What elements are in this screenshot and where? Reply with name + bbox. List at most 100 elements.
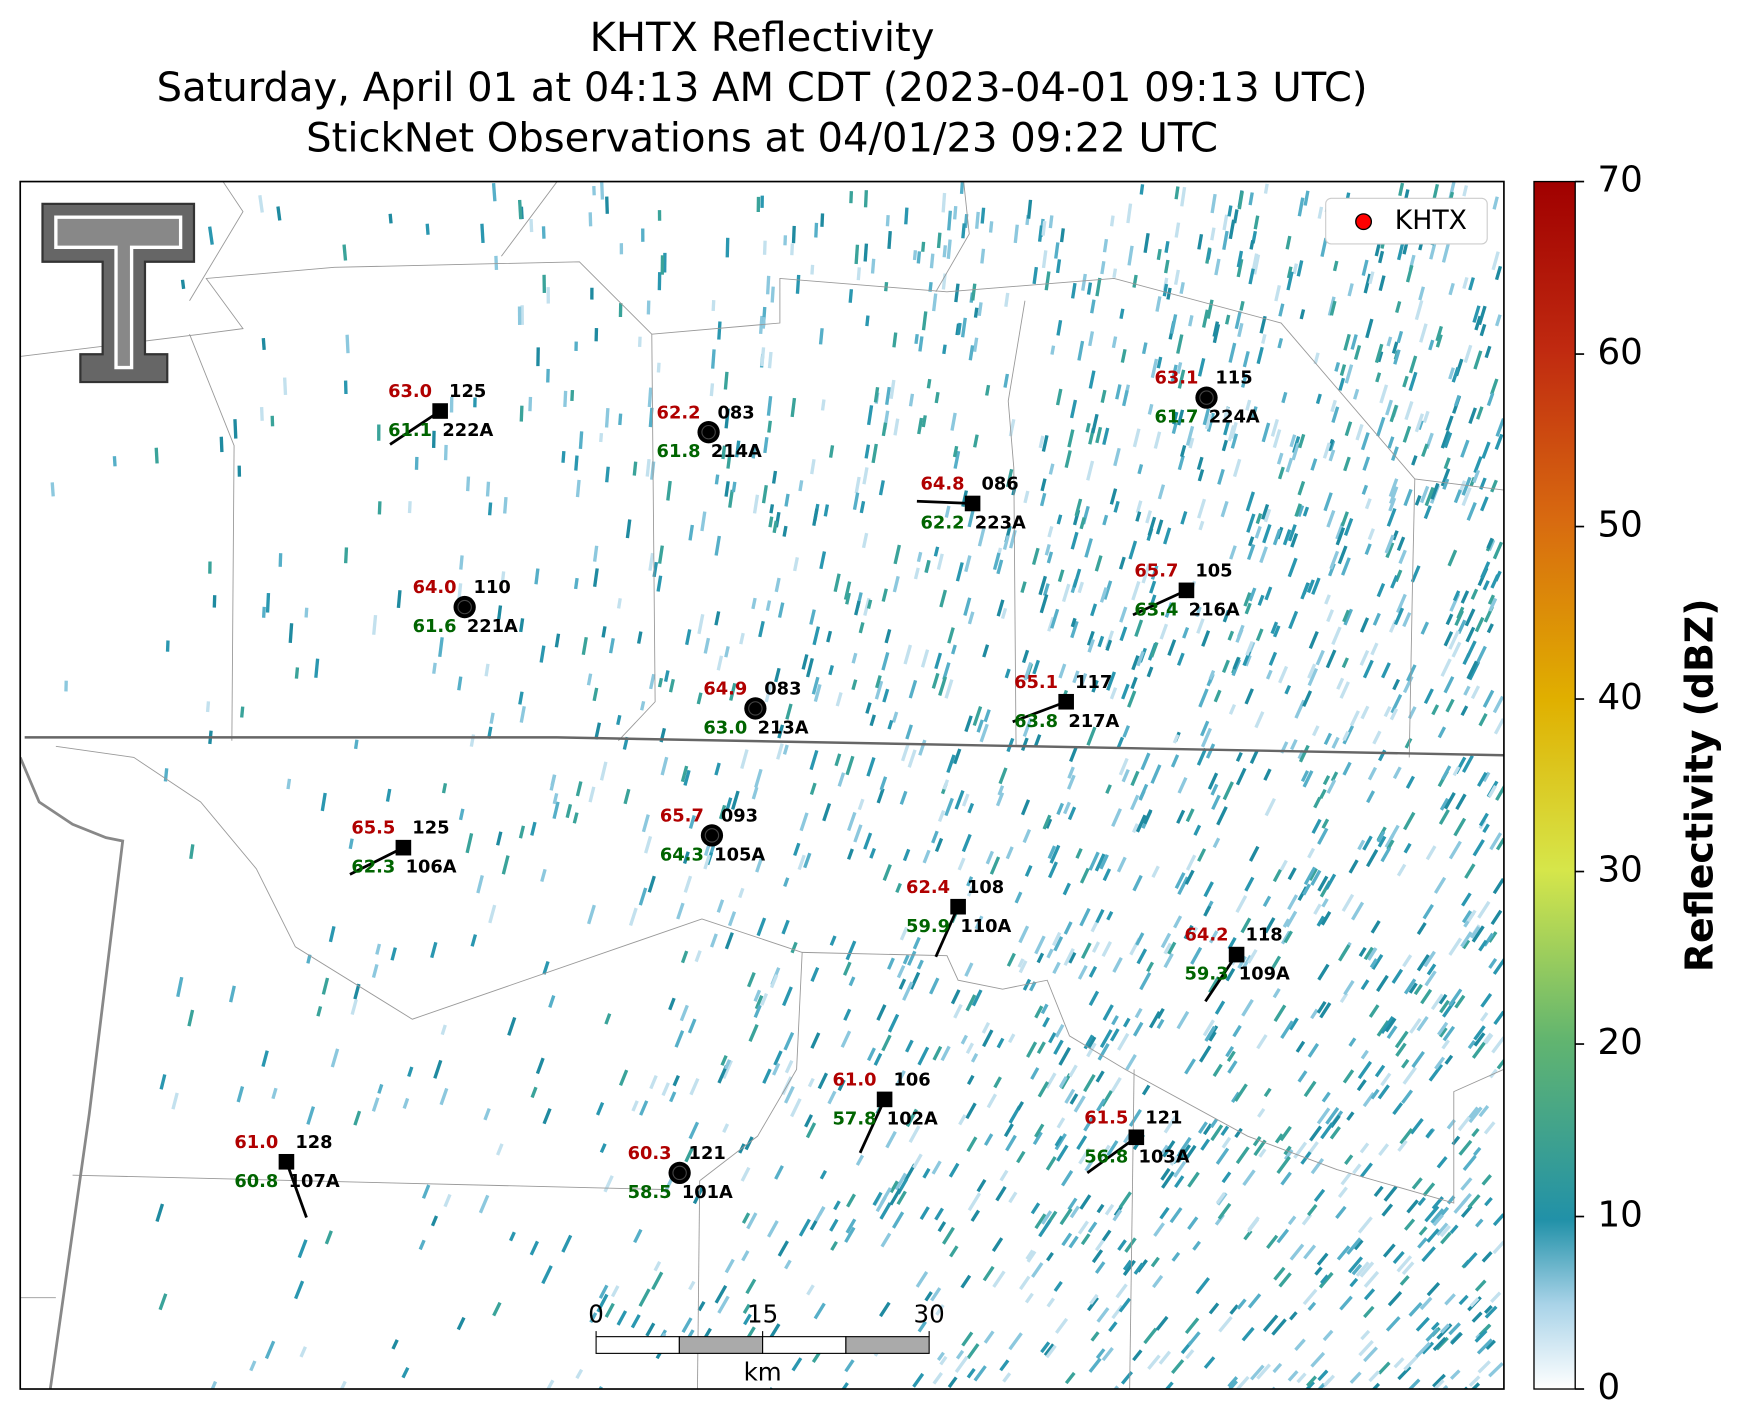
radar-echo: [996, 559, 1004, 575]
radar-echo: [656, 575, 663, 592]
radar-echo: [717, 1295, 730, 1314]
radar-echo: [967, 1192, 982, 1212]
radar-echo: [928, 281, 933, 292]
radar-echo: [884, 629, 892, 644]
radar-echo: [271, 1087, 278, 1100]
radar-echo: [912, 1372, 925, 1388]
radar-echo: [1247, 1293, 1262, 1309]
radar-echo: [350, 998, 358, 1015]
radar-echo: [1410, 565, 1421, 583]
radar-echo: [1222, 230, 1229, 251]
radar-echo: [1316, 1000, 1327, 1014]
radar-echo: [1310, 869, 1322, 886]
radar-echo: [720, 1054, 728, 1066]
radar-echo: [1016, 1101, 1024, 1111]
radar-echo: [1187, 1171, 1200, 1188]
radar-echo: [724, 408, 730, 429]
radar-echo: [972, 337, 979, 352]
radar-echoes: [50, 181, 1504, 1390]
radar-echo: [864, 444, 871, 459]
radar-echo: [1360, 705, 1370, 720]
radar-echo: [1292, 263, 1299, 275]
radar-echo: [1321, 1091, 1331, 1103]
radar-echo: [1478, 939, 1488, 952]
radar-echo: [1417, 1196, 1426, 1206]
radar-echo: [761, 317, 766, 329]
wind-barb: [285, 1161, 308, 1218]
radar-echo: [837, 772, 846, 787]
radar-echo: [1247, 1216, 1260, 1231]
radar-echo: [1237, 191, 1244, 210]
radar-echo: [718, 804, 727, 820]
radar-echo: [896, 1190, 907, 1206]
radar-echo: [688, 1280, 696, 1291]
radar-echo: [963, 597, 972, 616]
station-id: 217A: [1068, 711, 1119, 732]
radar-echo: [1132, 274, 1138, 288]
radar-echo: [1174, 186, 1180, 200]
radar-echo: [1176, 652, 1185, 666]
radar-echo: [1208, 669, 1216, 681]
radar-echo: [1461, 754, 1474, 773]
radar-echo: [1374, 1064, 1386, 1078]
radar-echo: [212, 595, 217, 608]
radar-echo: [1462, 277, 1469, 289]
radar-echo: [1054, 1024, 1065, 1038]
radar-echo: [717, 1064, 729, 1084]
radar-echo: [1227, 630, 1235, 641]
radar-echo: [1058, 663, 1067, 679]
radar-echo: [828, 445, 835, 458]
radar-echo: [644, 835, 653, 854]
radar-echo: [967, 611, 975, 625]
radar-echo: [760, 993, 769, 1006]
radar-echo: [1423, 950, 1436, 968]
radar-echo: [1102, 238, 1109, 253]
radar-echo: [726, 453, 732, 469]
radar-echo: [857, 798, 865, 811]
radar-echo: [282, 377, 288, 395]
radar-echo: [1470, 925, 1481, 939]
radar-echo: [496, 1143, 504, 1156]
radar-echo: [1162, 1140, 1176, 1158]
radar-echo: [961, 223, 966, 239]
radar-echo: [1090, 299, 1096, 314]
radar-echo: [1143, 232, 1150, 253]
radar-echo: [552, 801, 560, 819]
radar-echo: [414, 456, 419, 470]
radar-echo: [1424, 1205, 1440, 1223]
radar-echo: [1467, 1194, 1481, 1209]
radar-echo: [1139, 184, 1145, 195]
radar-echo: [866, 599, 873, 609]
radar-echo: [1081, 942, 1092, 959]
radar-echo: [1188, 315, 1194, 327]
station-id: 101A: [682, 1182, 733, 1203]
radar-echo: [1062, 882, 1071, 896]
radar-echo: [1349, 710, 1360, 727]
radar-echo: [1360, 1329, 1371, 1341]
radar-echo: [1399, 1128, 1414, 1145]
radar-echo: [936, 553, 944, 570]
radar-echo: [896, 964, 906, 979]
radar-echo: [372, 614, 378, 635]
radar-echo: [1309, 1125, 1323, 1142]
radar-echo: [1056, 514, 1063, 525]
radar-echo: [942, 245, 948, 258]
radar-echo: [1287, 894, 1299, 911]
radar-echo: [887, 1013, 900, 1033]
radar-echo: [401, 1366, 410, 1379]
radar-echo: [1366, 790, 1376, 804]
radar-echo: [942, 1226, 955, 1245]
wind-barb: [1132, 589, 1188, 617]
radar-echo: [265, 593, 271, 613]
radar-echo: [1118, 757, 1129, 776]
radar-echo: [259, 406, 264, 421]
radar-echo: [1460, 439, 1470, 458]
legend-marker: [1355, 213, 1373, 231]
radar-echo: [1046, 551, 1054, 564]
colorbar-tick-label: 60: [1597, 332, 1642, 373]
radar-echo: [1004, 292, 1010, 307]
radar-echo: [683, 769, 691, 786]
radar-echo: [1067, 429, 1075, 448]
radar-echo: [1462, 653, 1471, 665]
radar-echo: [1478, 713, 1488, 727]
